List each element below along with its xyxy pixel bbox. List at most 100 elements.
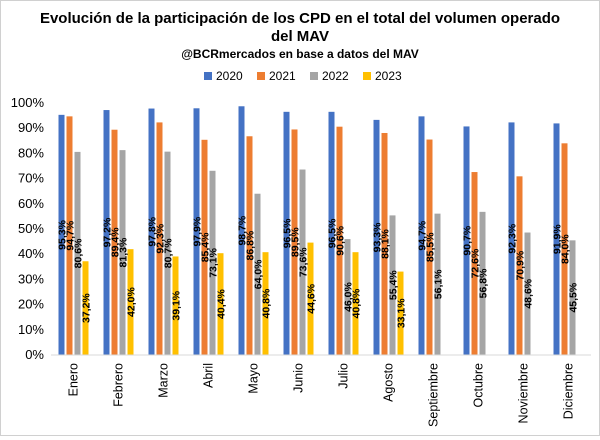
data-label-2022-febrero: 81,3% [118, 237, 130, 267]
chart-subtitle: @BCRmercados en base a datos del MAV [181, 47, 419, 61]
data-label-2022-octubre: 56,8% [478, 268, 490, 298]
data-label-2020-noviembre: 92,3% [507, 223, 519, 253]
data-label-2022-noviembre: 48,6% [523, 278, 535, 308]
data-label-2020-diciembre: 91,9% [552, 224, 564, 254]
data-label-2020-febrero: 97,2% [102, 217, 114, 247]
bar-2022-abril [209, 170, 216, 355]
bar-2020-octubre [463, 126, 470, 355]
data-label-2022-diciembre: 45,5% [568, 282, 580, 312]
bar-2021-abril [201, 139, 208, 355]
data-label-2020-junio: 96,5% [282, 218, 294, 248]
bar-2023-julio [352, 252, 359, 355]
bar-2020-julio [328, 111, 335, 355]
x-category-label: Abril [202, 363, 216, 388]
bar-2022-febrero [119, 150, 126, 355]
data-label-2020-marzo: 97,8% [147, 216, 159, 246]
data-label-2021-diciembre: 84,0% [560, 234, 572, 264]
bar-2023-febrero [127, 249, 134, 355]
bar-2022-octubre [479, 211, 486, 355]
x-category-label: Noviembre [517, 363, 531, 423]
bar-2021-diciembre [561, 143, 568, 355]
y-tick-label: 30% [18, 271, 44, 286]
data-label-2021-junio: 89,5% [290, 227, 302, 257]
data-label-2021-enero: 94,7% [65, 220, 77, 250]
bar-2021-febrero [111, 129, 118, 355]
y-tick-label: 70% [18, 171, 44, 186]
bar-2023-enero [82, 261, 89, 355]
bar-2020-noviembre [508, 122, 515, 356]
y-tick-label: 60% [18, 196, 44, 211]
data-label-2023-junio: 44,6% [306, 283, 318, 313]
bar-2023-agosto [397, 271, 404, 355]
x-category-label: Mayo [247, 363, 261, 394]
bar-2020-enero [58, 114, 65, 356]
bar-2021-noviembre [516, 176, 523, 355]
bar-2021-marzo [156, 122, 163, 356]
data-labels: 95,3%94,7%80,6%37,2%97,2%89,4%81,3%42,0%… [57, 215, 580, 328]
bar-2020-abril [193, 108, 200, 356]
bar-2021-octubre [471, 172, 478, 355]
bars [58, 106, 576, 356]
bar-2020-septiembre [418, 116, 425, 355]
chart-title-line-2: del MAV [271, 28, 329, 45]
bar-2021-mayo [246, 136, 253, 355]
data-label-2023-enero: 37,2% [81, 293, 93, 323]
y-tick-label: 0% [25, 347, 44, 362]
bar-2020-diciembre [553, 123, 560, 355]
bar-2020-marzo [148, 108, 155, 355]
data-label-2020-abril: 97,9% [192, 216, 204, 246]
data-label-2021-agosto: 88,1% [380, 228, 392, 258]
data-label-2021-octubre: 72,6% [470, 248, 482, 278]
data-label-2020-octubre: 90,7% [462, 225, 474, 255]
y-axis: 0% 10% 20% 30% 40% 50% 60% 70% 80% 90% 100% [11, 95, 45, 362]
bar-2022-marzo [164, 151, 171, 355]
bar-2020-febrero [103, 110, 110, 355]
data-label-2021-febrero: 89,4% [110, 227, 122, 257]
x-category-label: Octubre [472, 363, 486, 408]
data-label-2022-mayo: 64,0% [253, 259, 265, 289]
legend-swatch-2022 [310, 72, 318, 80]
data-label-2020-julio: 96,5% [327, 218, 339, 248]
legend-label-2020: 2020 [216, 69, 243, 83]
data-label-2021-abril: 85,4% [200, 232, 212, 262]
y-tick-label: 10% [18, 322, 44, 337]
data-label-2020-enero: 95,3% [57, 219, 69, 249]
bar-2022-mayo [254, 193, 261, 355]
chart-title-line-1: Evolución de la participación de los CPD… [40, 10, 560, 27]
y-tick-label: 20% [18, 297, 44, 312]
bar-2021-julio [336, 126, 343, 355]
x-category-label: Febrero [112, 363, 126, 407]
bar-2021-agosto [381, 132, 388, 355]
data-label-2023-abril: 40,4% [216, 289, 228, 319]
x-axis: Enero Febrero Marzo Abril Mayo Junio Julio Agos… [51, 354, 591, 427]
bar-2021-junio [291, 129, 298, 355]
data-label-2022-abril: 73,1% [208, 247, 220, 277]
bar-2022-julio [344, 239, 351, 355]
data-label-2020-mayo: 98,7% [237, 215, 249, 245]
data-label-2022-julio: 46,0% [343, 281, 355, 311]
data-label-2023-agosto: 33,1% [396, 298, 408, 328]
x-category-label: Marzo [157, 363, 171, 398]
bar-2023-mayo [262, 252, 269, 355]
bar-2022-septiembre [434, 213, 441, 355]
legend-label-2023: 2023 [375, 69, 402, 83]
data-label-2021-mayo: 86,8% [245, 230, 257, 260]
data-label-2023-marzo: 39,1% [171, 290, 183, 320]
x-category-label: Julio [337, 363, 351, 389]
data-label-2020-agosto: 93,3% [372, 222, 384, 252]
data-label-2022-enero: 80,6% [73, 238, 85, 268]
legend-swatch-2021 [257, 72, 265, 80]
bar-2020-agosto [373, 119, 380, 355]
y-tick-label: 50% [18, 221, 44, 236]
data-label-2023-julio: 40,8% [351, 288, 363, 318]
data-label-2021-septiembre: 85,5% [425, 232, 437, 262]
bar-2021-septiembre [426, 139, 433, 355]
x-category-label: Septiembre [427, 363, 441, 427]
legend: 2020 2021 2022 2023 [204, 69, 402, 83]
x-category-label: Junio [292, 363, 306, 393]
bar-2022-noviembre [524, 232, 531, 355]
bar-2021-enero [66, 116, 73, 355]
x-category-label: Agosto [382, 363, 396, 402]
